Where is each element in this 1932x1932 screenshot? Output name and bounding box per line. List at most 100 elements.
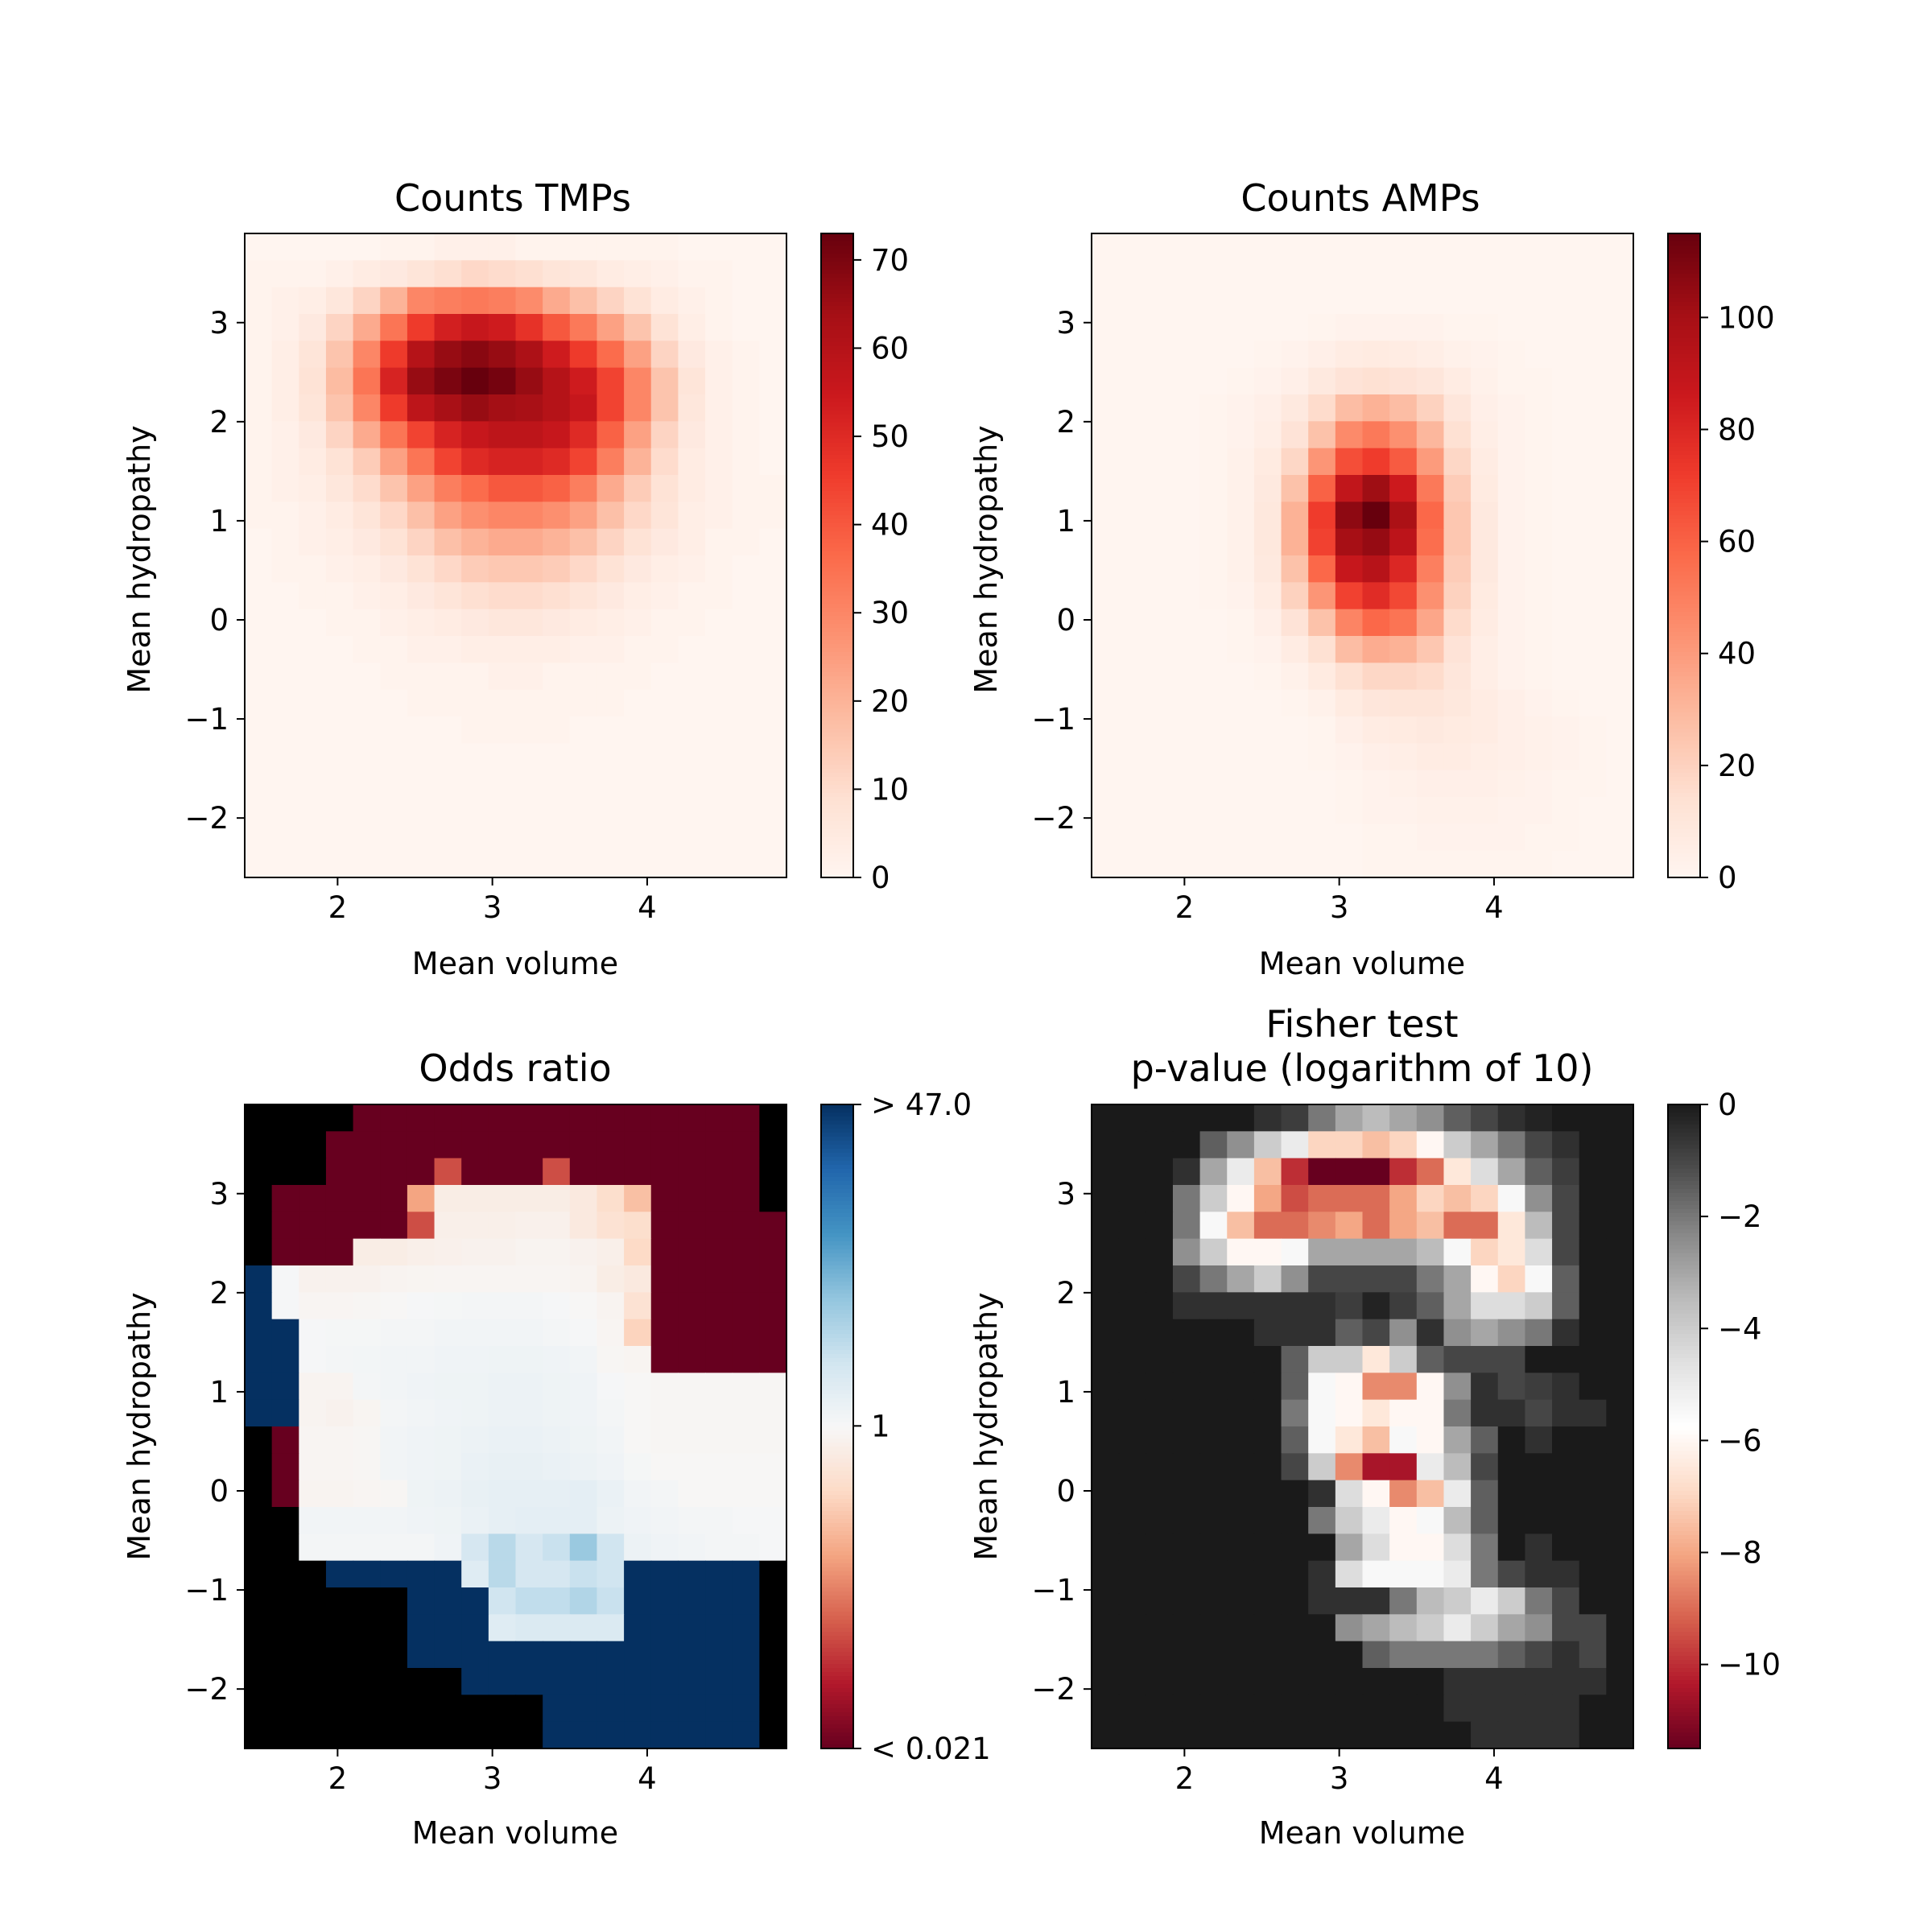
heatmap-cell: [488, 824, 517, 852]
heatmap-cell: [353, 1695, 381, 1723]
heatmap-cell: [597, 1453, 625, 1481]
heatmap-cell: [515, 1185, 543, 1212]
heatmap-cell: [299, 743, 327, 771]
colorbar-segment: [1668, 495, 1700, 500]
colorbar-segment: [821, 354, 853, 359]
heatmap-cell: [624, 797, 652, 824]
heatmap-cell: [759, 1373, 787, 1401]
heatmap-cell: [271, 1721, 299, 1749]
heatmap-cell: [569, 797, 598, 824]
heatmap-cell: [597, 582, 625, 610]
heatmap-cell: [380, 582, 408, 610]
heatmap-cell: [1497, 475, 1525, 502]
heatmap-cell: [515, 1453, 543, 1481]
colorbar-segment: [1668, 258, 1700, 262]
heatmap-cell: [1199, 770, 1228, 798]
heatmap-cell: [1227, 1104, 1255, 1132]
colorbar-segment: [821, 785, 853, 790]
heatmap-cell: [569, 314, 598, 341]
heatmap-cell: [1443, 1560, 1472, 1588]
heatmap-cell: [1497, 609, 1525, 637]
heatmap-cell: [461, 1185, 489, 1212]
heatmap-cell: [1443, 582, 1472, 610]
heatmap-cell: [1497, 1695, 1525, 1723]
heatmap-cell: [569, 1185, 598, 1212]
heatmap-cell: [353, 1399, 381, 1427]
colorbar-segment: [1668, 1241, 1700, 1246]
heatmap-cell: [1335, 341, 1364, 369]
colorbar-segment: [1668, 805, 1700, 810]
colorbar-segment: [1668, 354, 1700, 359]
heatmap-cell: [1471, 1721, 1499, 1749]
heatmap-cell: [1552, 1453, 1580, 1481]
heatmap-cell: [1362, 1346, 1390, 1373]
heatmap-cell: [597, 1158, 625, 1186]
heatmap-cell: [650, 421, 679, 449]
heatmap-cell: [1389, 1534, 1418, 1562]
heatmap-cell: [732, 314, 760, 341]
colorbar-segment: [821, 1286, 853, 1290]
heatmap-cell: [650, 341, 679, 369]
heatmap-cell: [1362, 314, 1390, 341]
heatmap-cell: [759, 1695, 787, 1723]
heatmap-cell: [1253, 1560, 1282, 1588]
heatmap-cell: [1118, 1453, 1146, 1481]
heatmap-cell: [1389, 1695, 1418, 1723]
heatmap-cell: [1525, 1641, 1553, 1669]
heatmap-cell: [1335, 233, 1364, 261]
heatmap-cell: [353, 636, 381, 663]
heatmap-cell: [650, 824, 679, 852]
colorbar-segment: [821, 660, 853, 665]
heatmap-cell: [1281, 1560, 1309, 1588]
heatmap-cell: [434, 287, 462, 315]
heatmap-cell: [515, 1641, 543, 1669]
colorbar-segment: [821, 1104, 853, 1109]
heatmap-cell: [1416, 1668, 1445, 1695]
heatmap-cell: [569, 663, 598, 691]
heatmap-cell: [461, 609, 489, 637]
heatmap-cell: [1227, 797, 1255, 824]
heatmap-cell: [1416, 1695, 1445, 1723]
heatmap-cell: [434, 1534, 462, 1562]
heatmap-cell: [1308, 1212, 1336, 1240]
heatmap-cell: [325, 1292, 354, 1320]
heatmap-cell: [1606, 1319, 1634, 1347]
heatmap-cell: [1525, 1668, 1553, 1695]
colorbar-segment: [821, 724, 853, 729]
heatmap-cell: [1362, 609, 1390, 637]
colorbar-segment: [1668, 1237, 1700, 1242]
colorbar-segment: [821, 781, 853, 786]
heatmap-cell: [1227, 528, 1255, 556]
heatmap-cell: [1172, 1534, 1201, 1562]
colorbar-segment: [821, 1628, 853, 1633]
heatmap-cell: [1362, 850, 1390, 878]
heatmap-cell: [678, 1319, 706, 1347]
heatmap-cell: [759, 1560, 787, 1588]
heatmap-cell: [1497, 341, 1525, 369]
heatmap-cell: [1389, 341, 1418, 369]
colorbar-segment: [1668, 873, 1700, 878]
heatmap-cell: [461, 1641, 489, 1669]
heatmap-cell: [1525, 1534, 1553, 1562]
colorbar-segment: [821, 475, 853, 480]
heatmap-cell: [543, 850, 571, 878]
heatmap-cell: [488, 797, 517, 824]
heatmap-cell: [515, 663, 543, 691]
heatmap-cell: [434, 1641, 462, 1669]
heatmap-cell: [732, 555, 760, 583]
heatmap-cell: [1308, 1641, 1336, 1669]
heatmap-cell: [434, 1614, 462, 1642]
heatmap-cell: [515, 582, 543, 610]
heatmap-cell: [759, 1534, 787, 1562]
colorbar-segment: [821, 499, 853, 504]
heatmap-cell: [1281, 1480, 1309, 1508]
heatmap-cell: [1118, 663, 1146, 691]
colorbar-segment: [821, 1732, 853, 1737]
heatmap-cell: [1362, 394, 1390, 422]
heatmap-cell: [1092, 314, 1120, 341]
heatmap-cell: [515, 1158, 543, 1186]
colorbar-segment: [1668, 1511, 1700, 1516]
heatmap-cell: [705, 1212, 733, 1240]
colorbar-segment: [821, 825, 853, 830]
heatmap-cell: [461, 797, 489, 824]
